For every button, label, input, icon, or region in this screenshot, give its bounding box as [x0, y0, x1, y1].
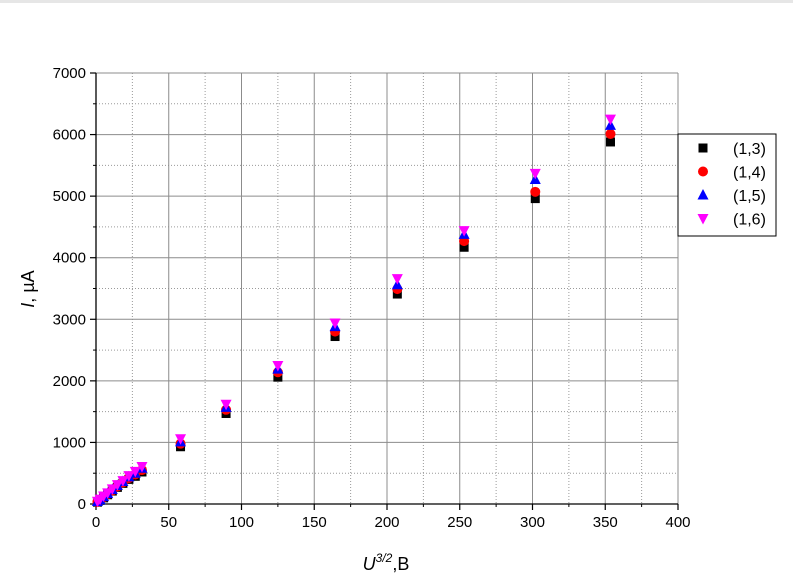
legend-label: (1,3): [733, 141, 766, 158]
data-point-triangle-down: [272, 360, 284, 372]
legend-label: (1,5): [733, 188, 766, 205]
data-point-triangle-down: [391, 274, 403, 285]
y-tick-label: 1000: [53, 434, 86, 451]
x-tick-label: 50: [160, 514, 177, 531]
x-tick-label: 200: [374, 514, 399, 531]
data-point-triangle-down: [117, 476, 129, 487]
data-point-triangle-down: [604, 114, 616, 126]
legend-label: (1,6): [733, 212, 766, 229]
data-point-triangle-down: [175, 434, 187, 445]
legend-box: [677, 133, 777, 237]
data-point-triangle-down: [106, 484, 118, 495]
data-point-triangle-down: [458, 226, 470, 237]
y-tick-label: 4000: [53, 250, 86, 267]
major-grid: [96, 72, 679, 504]
tick-labels: 0 50 100 150 200 250 300 350 4000100020003000400…: [53, 65, 691, 531]
data-points: [91, 114, 616, 508]
x-tick-label: 400: [665, 514, 690, 531]
data-point-triangle-down: [123, 471, 135, 482]
x-axis-superscript: 3/2: [376, 551, 393, 565]
data-point-circle: [530, 186, 541, 197]
axis-ticks: [90, 72, 679, 510]
x-tick-label: 300: [520, 514, 545, 531]
data-point-square: [459, 242, 469, 252]
legend-marker-triangle-down: [697, 214, 709, 225]
data-point-circle: [605, 128, 616, 139]
x-tick-label: 350: [593, 514, 618, 531]
y-tick-label: 5000: [53, 188, 86, 205]
data-point-square: [530, 194, 540, 204]
data-point-triangle-down: [136, 461, 148, 473]
data-point-triangle-down: [220, 399, 232, 411]
y-axis-unit: , µA: [18, 270, 38, 302]
x-axis-unit: ,B: [392, 554, 409, 574]
y-tick-label: 6000: [53, 127, 86, 144]
data-point-triangle-down: [329, 318, 341, 329]
y-tick-label: 7000: [53, 65, 86, 82]
legend-marker-circle: [698, 166, 708, 177]
data-point-square: [605, 137, 615, 147]
x-axis-symbol: U: [363, 554, 377, 574]
y-tick-label: 2000: [53, 373, 86, 390]
y-axis-symbol: I: [18, 303, 38, 308]
y-tick-label: 0: [78, 496, 86, 513]
legend-marker-triangle-up: [697, 189, 709, 200]
x-axis-title: U3/2,B: [363, 551, 410, 574]
legend-label: (1,4): [733, 165, 766, 182]
data-point-triangle-down: [529, 168, 541, 180]
x-tick-label: 100: [229, 514, 254, 531]
x-tick-label: 250: [447, 514, 472, 531]
x-tick-label: 150: [302, 514, 327, 531]
top-rule: [0, 0, 793, 3]
x-tick-label: 0: [92, 514, 100, 531]
data-point-triangle-down: [111, 480, 123, 491]
y-axis-title: I, µA: [18, 270, 38, 307]
y-tick-label: 3000: [53, 311, 86, 328]
data-point-triangle-down: [129, 466, 141, 478]
legend: (1,3) (1,4) (1,5) (1,6): [677, 133, 777, 237]
legend-marker-square: [698, 143, 708, 153]
